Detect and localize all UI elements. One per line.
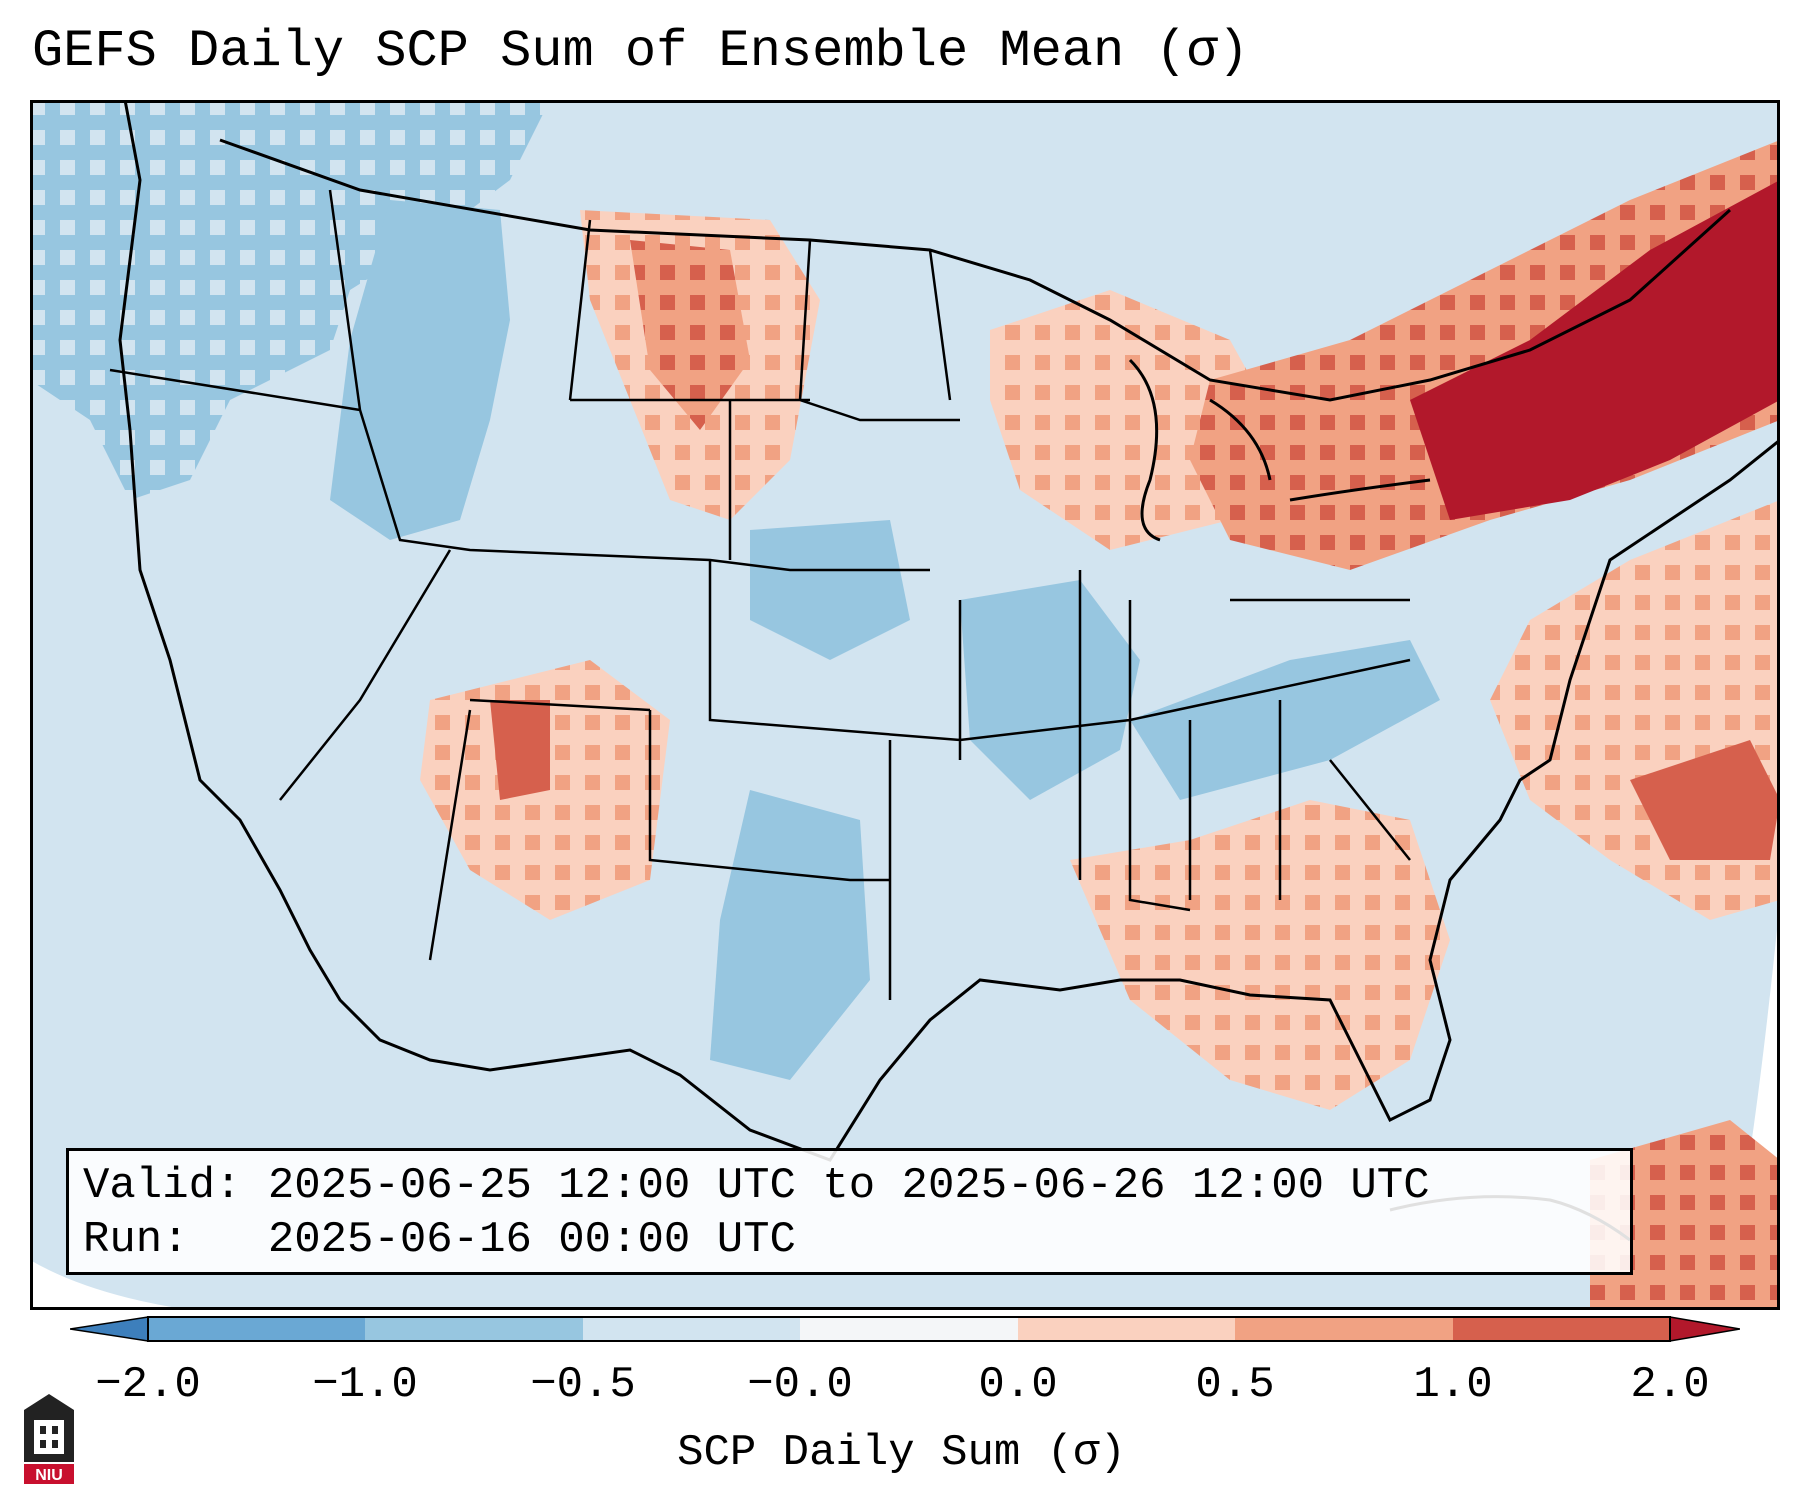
logo-text: NIU [35,1467,63,1484]
tick-label: −1.0 [312,1360,418,1410]
montana-positive-core [630,240,750,430]
colorbar-bin [1235,1317,1453,1341]
plains-negative [750,520,910,660]
state-lines [109,189,1411,1000]
caribbean-positive [1590,1120,1780,1310]
colorbar-bin [1453,1317,1670,1341]
colorbar-label-text: SCP Daily Sum (σ) [677,1428,1126,1478]
northeast-extreme-positive [1410,180,1780,520]
colorbar-extend-high [1669,1316,1740,1342]
colorbar-bin [365,1317,583,1341]
colorbar [70,1316,1740,1342]
southeast-positive [1070,800,1450,1110]
tick-label: 2.0 [1630,1360,1710,1410]
four-corners-positive-core [490,700,550,800]
great-lakes-outline [1128,358,1431,542]
tick-label: 0.0 [978,1360,1058,1410]
tick-label: 1.0 [1413,1360,1493,1410]
map-panel [30,100,1780,1310]
texas-negative [710,790,870,1080]
map-border [30,100,1780,1310]
out-of-domain-area [30,1260,190,1310]
colorbar-bin [583,1317,800,1341]
run-line: Run: 2025-06-16 00:00 UTC [83,1215,796,1265]
tick-label: −2.0 [95,1360,201,1410]
colorbar-bin [800,1317,1018,1341]
colorbar-label: SCP Daily Sum (σ) [0,1428,1803,1478]
valid-line: Valid: 2025-06-25 12:00 UTC to 2025-06-2… [83,1161,1430,1211]
anomaly-map [30,100,1780,1310]
missouri-negative [960,580,1140,800]
colorbar-outline [147,1316,1671,1342]
tick-label: −0.0 [747,1360,853,1410]
atlantic-positive-core [1630,740,1780,860]
tick-label: −0.5 [530,1360,636,1410]
colorbar-extend-low [70,1316,149,1342]
us-outline [118,100,1780,1162]
tick-label: 0.5 [1195,1360,1275,1410]
valid-time-box: Valid: 2025-06-25 12:00 UTC to 2025-06-2… [66,1148,1633,1275]
tennessee-negative [1130,640,1440,800]
colorbar-bin [148,1317,365,1341]
chart-title: GEFS Daily SCP Sum of Ensemble Mean (σ) [32,22,1249,81]
niu-logo-icon: NIU [20,1392,78,1488]
colorbar-bin [1018,1317,1235,1341]
